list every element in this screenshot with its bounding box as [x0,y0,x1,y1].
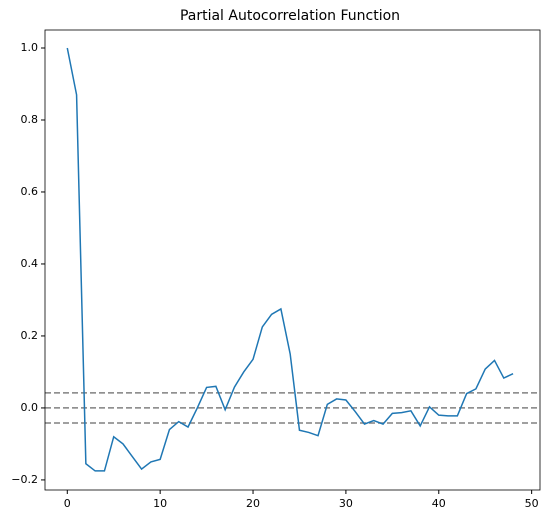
y-tick-label: 0.0 [21,401,39,414]
y-tick-label: 0.6 [21,185,39,198]
y-tick-label: −0.2 [11,473,38,486]
plot-frame [44,29,541,491]
x-tick-label: 0 [64,497,71,510]
x-tick-label: 50 [525,497,539,510]
y-tick-label: 0.2 [21,329,39,342]
chart-title: Partial Autocorrelation Function [180,8,400,24]
x-tick-label: 30 [339,497,353,510]
x-tick-label: 40 [432,497,446,510]
x-tick-label: 10 [153,497,167,510]
y-tick-label: 0.4 [21,257,39,270]
y-tick-label: 0.8 [21,113,39,126]
data-line [66,47,514,472]
x-tick-label: 20 [246,497,260,510]
y-tick-label: 1.0 [21,41,39,54]
